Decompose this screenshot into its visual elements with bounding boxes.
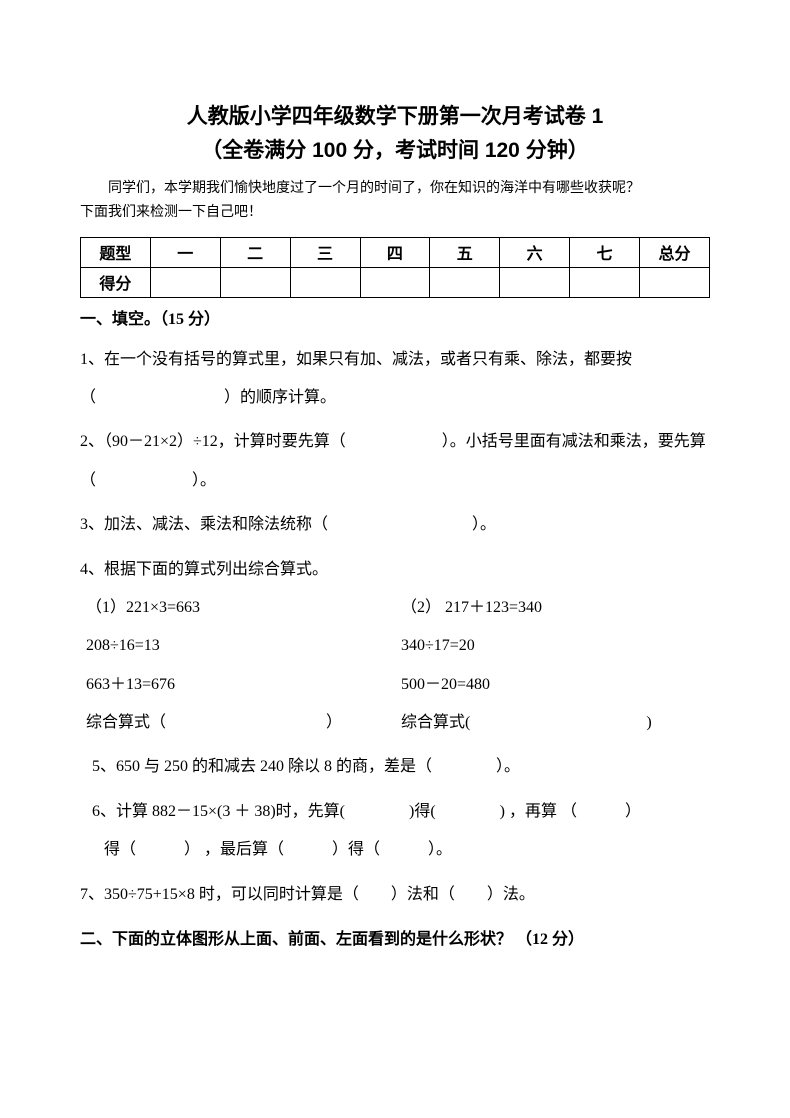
question-6b: 得（ ） ，最后算（ ）得（ ）。 (80, 831, 710, 869)
col-header: 一 (150, 237, 220, 267)
col-header: 二 (220, 237, 290, 267)
row-label: 得分 (81, 267, 151, 297)
q4-2-answer: 综合算式( ) (395, 704, 710, 742)
question-3: 3、加法、减法、乘法和除法统称（ ）。 (80, 506, 710, 544)
exam-title-2: （全卷满分 100 分，考试时间 120 分钟） (80, 134, 710, 168)
q4-2-label: （2） 217＋123=340 (395, 589, 710, 627)
q4-1-label: （1）221×3=663 (80, 589, 395, 627)
q4-1-line2: 663＋13=676 (80, 666, 395, 704)
question-1: 1、在一个没有括号的算式里，如果只有加、减法，或者只有乘、除法，都要按（ ）的顺… (80, 341, 710, 418)
section-1-heading: 一、填空。（15 分） (80, 306, 710, 335)
col-header: 题型 (81, 237, 151, 267)
score-cell (640, 267, 710, 297)
question-6a: 6、计算 882－15×(3 ＋ 38)时，先算( )得( ) ，再算 （ ） (80, 793, 710, 831)
question-7: 7、350÷75+15×8 时，可以同时计算是（ ）法和（ ）法。 (80, 876, 710, 914)
question-2: 2、（90－21×2）÷12，计算时要先算（ ）。小括号里面有减法和乘法，要先算… (80, 423, 710, 500)
table-row: 得分 (81, 267, 710, 297)
q4-1-answer: 综合算式（ ） (80, 704, 395, 742)
score-cell (570, 267, 640, 297)
intro-line-1: 同学们，本学期我们愉快地度过了一个月的时间了，你在知识的海洋中有哪些收获呢？ (80, 177, 710, 201)
section-2-heading: 二、下面的立体图形从上面、前面、左面看到的是什么形状？ （12 分） (80, 926, 710, 955)
score-cell (360, 267, 430, 297)
score-table: 题型 一 二 三 四 五 六 七 总分 得分 (80, 237, 710, 298)
col-header: 五 (430, 237, 500, 267)
q4-2-line2: 500－20=480 (395, 666, 710, 704)
table-row: 题型 一 二 三 四 五 六 七 总分 (81, 237, 710, 267)
score-cell (430, 267, 500, 297)
col-header: 四 (360, 237, 430, 267)
question-5: 5、650 与 250 的和减去 240 除以 8 的商，差是（ ）。 (80, 748, 710, 786)
q4-2-line1: 340÷17=20 (395, 627, 710, 665)
col-header: 六 (500, 237, 570, 267)
col-header: 七 (570, 237, 640, 267)
intro-line-2: 下面我们来检测一下自己吧！ (80, 201, 710, 225)
q4-1-line1: 208÷16=13 (80, 627, 395, 665)
score-cell (290, 267, 360, 297)
question-4-head: 4、根据下面的算式列出综合算式。 (80, 551, 710, 589)
exam-title-1: 人教版小学四年级数学下册第一次月考试卷 1 (80, 100, 710, 134)
col-header: 总分 (640, 237, 710, 267)
score-cell (500, 267, 570, 297)
col-header: 三 (290, 237, 360, 267)
score-cell (220, 267, 290, 297)
score-cell (150, 267, 220, 297)
